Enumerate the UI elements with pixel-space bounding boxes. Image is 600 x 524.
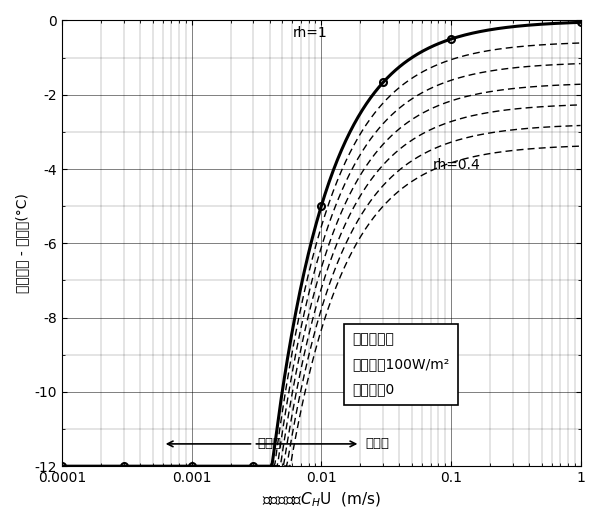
Text: 小葉面: 小葉面 [365, 438, 389, 451]
Text: rh=1: rh=1 [292, 26, 327, 40]
X-axis label: 交換速度　$C_H$U  (m/s): 交換速度 $C_H$U (m/s) [262, 490, 381, 509]
Text: rh=0.4: rh=0.4 [433, 158, 480, 172]
Text: 大葉面: 大葉面 [257, 438, 281, 451]
Y-axis label: 葉面温度 - 気温　(°C): 葉面温度 - 気温 (°C) [15, 193, 29, 293]
Text: 有効放射量
上面：－100W/m²
下面：　0: 有効放射量 上面：－100W/m² 下面： 0 [352, 333, 449, 397]
